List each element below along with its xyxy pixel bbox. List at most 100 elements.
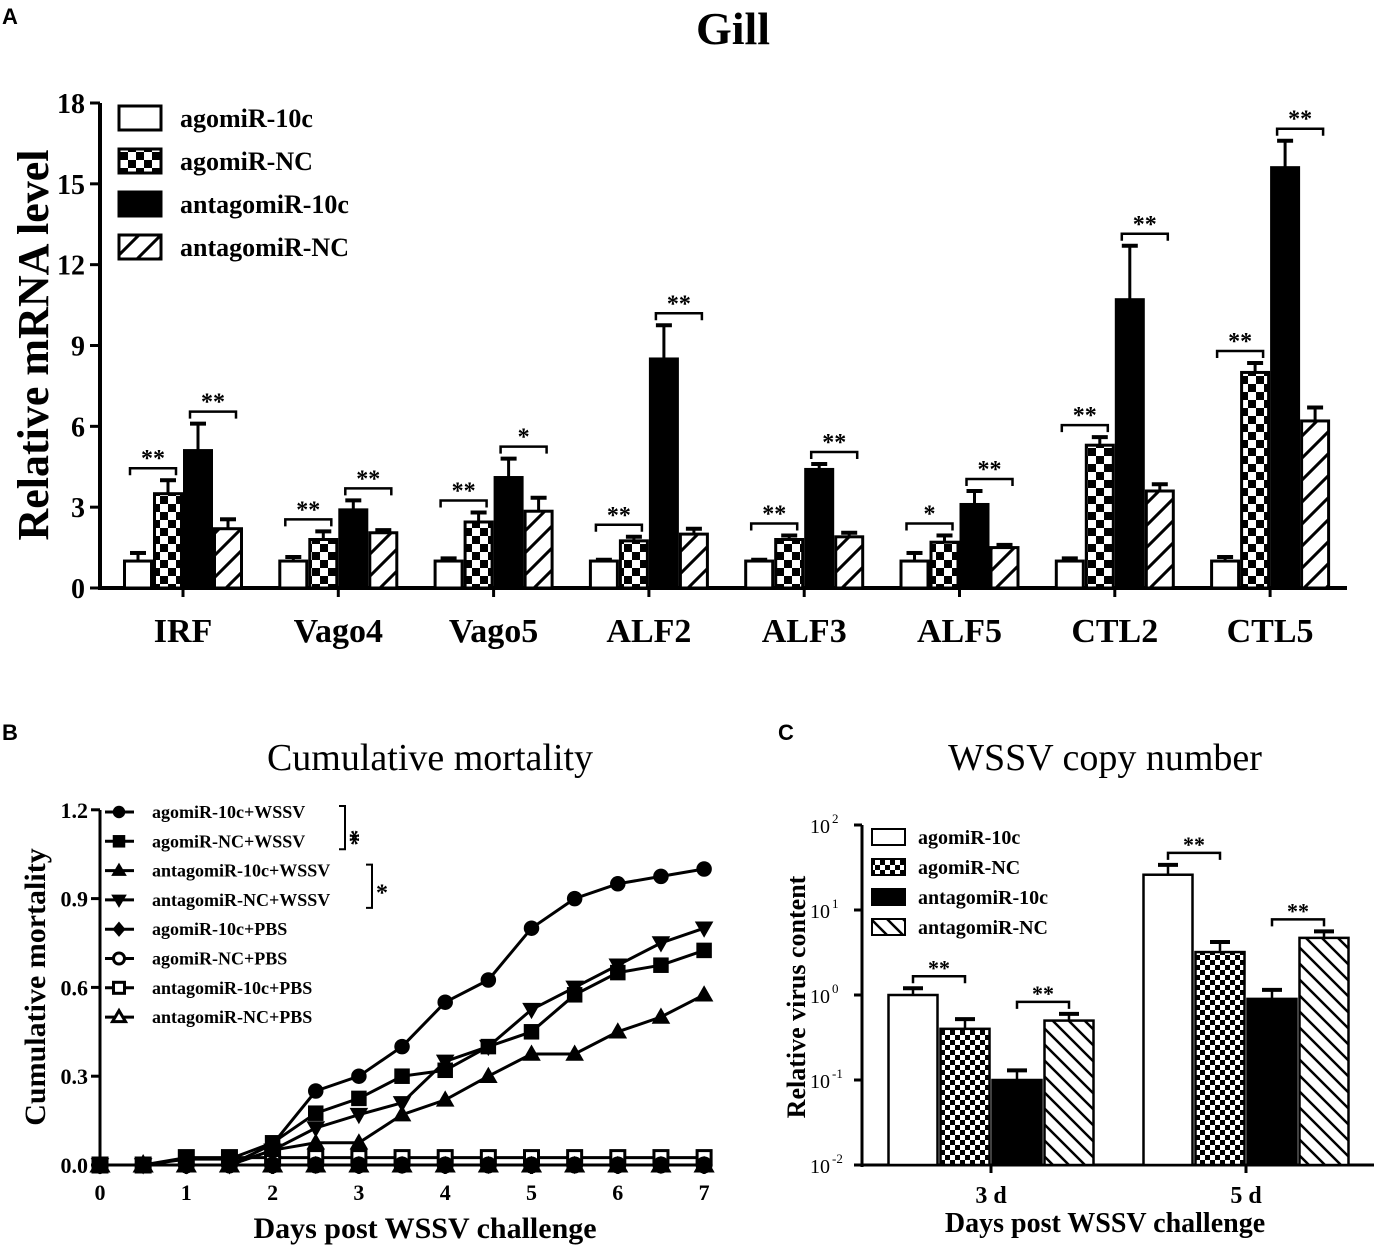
data-point — [394, 1068, 410, 1084]
data-point — [306, 1133, 326, 1150]
y-tick-label-base: 10 — [810, 901, 830, 923]
bar-antagomir-10c — [804, 467, 835, 590]
y-axis-label: Cumulative mortality — [19, 848, 52, 1125]
y-tick-label: 12 — [57, 251, 85, 282]
significance-label: ** — [978, 457, 1002, 483]
legend-label: agomiR-10c — [180, 104, 313, 133]
legend-label: agomiR-10c+WSSV — [152, 802, 305, 822]
bar-agomir-10c — [278, 559, 309, 590]
legend-marker — [109, 1007, 129, 1024]
category-label: Vago5 — [449, 613, 538, 650]
significance-bracket — [1215, 349, 1265, 359]
data-point — [480, 972, 497, 988]
bar-antagomir-10c — [338, 508, 369, 590]
data-point — [610, 876, 626, 892]
data-point — [178, 1157, 195, 1173]
significance-bracket — [911, 975, 967, 984]
significance-label: ** — [928, 955, 950, 980]
significance-bracket — [1060, 423, 1110, 433]
legend-label: agomiR-NC+WSSV — [152, 831, 305, 851]
data-point — [435, 1054, 455, 1071]
bar-agomir-10c — [1142, 873, 1194, 1167]
bar-agomir-10c — [887, 993, 939, 1167]
significance-label: ** — [1073, 403, 1097, 429]
legend-swatch — [871, 858, 906, 876]
category-label: ALF2 — [606, 613, 691, 650]
data-point — [608, 1022, 628, 1039]
bar-antagomir-10c — [1114, 298, 1145, 590]
data-point — [394, 1155, 411, 1175]
legend-label: antagomiR-10c+WSSV — [152, 861, 330, 881]
category-label: ALF5 — [917, 613, 1002, 650]
significance-bracket — [749, 522, 799, 531]
data-point — [694, 985, 714, 1002]
y-tick-label-exponent: 2 — [832, 811, 839, 826]
significance-label: ** — [1228, 329, 1252, 355]
data-point — [307, 1155, 324, 1175]
bar-antagomir-nc — [523, 509, 554, 590]
y-tick-label-base: 10 — [810, 1071, 830, 1093]
data-point — [522, 1044, 541, 1061]
legend-label: antagomiR-NC — [180, 233, 349, 262]
x-axis-label: Days post WSSV challenge — [253, 1212, 596, 1245]
data-point — [264, 1136, 281, 1153]
bar-antagomir-nc — [834, 535, 865, 590]
data-point — [522, 1002, 541, 1020]
bar-agomir-nc — [153, 492, 183, 590]
legend-significance-bracket — [366, 863, 373, 909]
significance-label: ** — [296, 497, 320, 523]
bar-agomir-10c — [123, 559, 153, 590]
data-point — [350, 1155, 367, 1175]
bar-agomir-10c — [1210, 559, 1241, 590]
legend-significance-label: * — [376, 880, 388, 906]
data-point — [349, 1107, 369, 1125]
y-tick-label-base: 10 — [810, 986, 830, 1008]
y-tick-label: 9 — [71, 332, 85, 363]
chart-title: Gill — [696, 3, 770, 54]
bar-antagomir-10c — [183, 449, 213, 590]
data-point — [523, 1155, 540, 1175]
legend-swatch — [117, 147, 163, 175]
data-point — [264, 1155, 281, 1175]
y-tick-label: 15 — [57, 170, 85, 201]
bar-agomir-nc — [939, 1027, 991, 1167]
data-point — [308, 1105, 324, 1121]
significance-label: ** — [201, 390, 225, 416]
data-point — [92, 1157, 108, 1173]
y-tick-label-exponent: 0 — [832, 981, 839, 996]
data-point — [306, 1121, 326, 1138]
bar-agomir-nc — [618, 539, 649, 590]
data-point — [351, 1068, 367, 1084]
x-tick-label: 4 — [440, 1180, 451, 1205]
category-label: 3 d — [975, 1183, 1007, 1209]
significance-label: ** — [356, 466, 380, 492]
category-label: IRF — [154, 613, 213, 650]
data-point — [652, 1155, 669, 1175]
bar-agomir-10c — [588, 559, 619, 590]
data-point — [523, 920, 540, 936]
legend-marker — [112, 921, 126, 937]
significance-bracket — [1120, 232, 1170, 241]
bar-agomir-nc — [1194, 950, 1246, 1167]
legend-swatch — [117, 233, 163, 261]
bar-antagomir-10c — [493, 476, 524, 590]
legend-marker — [111, 894, 127, 908]
x-tick-label: 5 — [526, 1180, 537, 1205]
legend-swatch — [117, 104, 163, 132]
bar-antagomir-10c — [991, 1078, 1043, 1167]
x-tick-label: 2 — [267, 1180, 278, 1205]
significance-label: ** — [1288, 107, 1312, 133]
significance-bracket — [188, 410, 238, 419]
significance-bracket — [905, 522, 954, 531]
x-tick-label: 0 — [95, 1180, 106, 1205]
significance-label: ** — [452, 479, 476, 505]
data-point — [437, 994, 453, 1010]
x-tick-label: 1 — [181, 1180, 192, 1205]
bar-antagomir-nc — [989, 546, 1020, 590]
legend-label: agomiR-10c — [918, 827, 1020, 849]
legend-swatch — [117, 190, 163, 218]
significance-bracket — [1015, 1000, 1071, 1009]
data-point — [696, 861, 712, 877]
legend-label: agomiR-NC — [180, 147, 313, 176]
y-tick-label: 0.6 — [61, 975, 89, 1000]
